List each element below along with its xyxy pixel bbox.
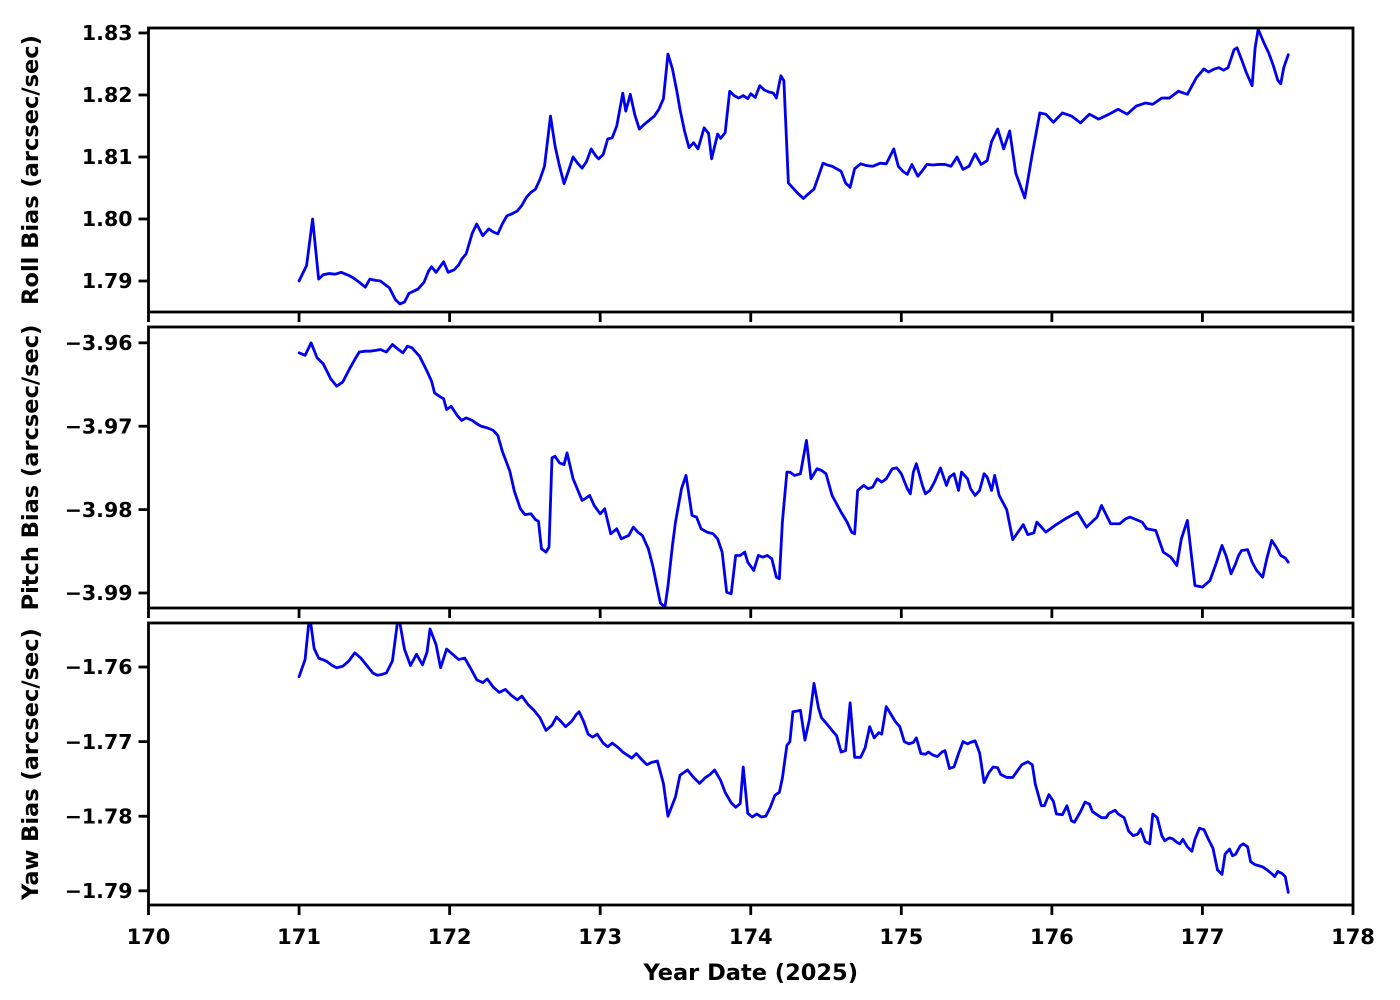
yaw-bias-ytick-label: −1.78 — [65, 804, 133, 828]
yaw-bias-ytick-label: −1.79 — [65, 879, 133, 903]
xtick-label: 178 — [1331, 925, 1375, 949]
pitch-bias-line — [297, 341, 1290, 608]
pitch-bias-ylabel: Pitch Bias (arcsec/sec) — [18, 325, 44, 611]
pitch-bias-ytick-label: −3.96 — [65, 331, 133, 355]
xtick-label: 176 — [1030, 925, 1074, 949]
xtick-label: 171 — [277, 925, 321, 949]
xtick-label: 170 — [127, 925, 171, 949]
roll-bias-ytick-label: 1.79 — [82, 269, 133, 293]
yaw-bias-ytick-label: −1.76 — [65, 655, 133, 679]
roll-bias-ytick-label: 1.81 — [82, 145, 133, 169]
pitch-bias-ytick-label: −3.98 — [65, 498, 133, 522]
xtick-label: 174 — [729, 925, 773, 949]
yaw-bias-line — [297, 623, 1290, 894]
xtick-label: 177 — [1181, 925, 1225, 949]
xlabel: Year Date (2025) — [643, 960, 859, 986]
roll-bias-line — [297, 28, 1290, 306]
yaw-bias-ylabel: Yaw Bias (arcsec/sec) — [18, 628, 44, 901]
panel-roll-bias: 1.79 1.80 1.81 1.82 1.83 Roll Bias (arcsec/se… — [18, 21, 1355, 322]
yaw-bias-ytick-label: −1.77 — [65, 730, 133, 754]
panel-yaw-bias: −1.79 −1.78 −1.77 −1.76 Yaw Bias (arcsec/sec… — [18, 621, 1375, 986]
xtick-label: 173 — [578, 925, 622, 949]
roll-bias-ytick-label: 1.80 — [82, 207, 133, 231]
xtick-label: 172 — [428, 925, 472, 949]
xtick-label: 175 — [879, 925, 923, 949]
panel-pitch-bias: −3.99 −3.98 −3.97 −3.96 Pitch Bias (arcsec/s… — [18, 325, 1355, 618]
roll-bias-ylabel: Roll Bias (arcsec/sec) — [18, 35, 44, 305]
pitch-bias-ytick-label: −3.97 — [65, 414, 133, 438]
pitch-bias-ytick-label: −3.99 — [65, 581, 133, 605]
roll-bias-ytick-label: 1.82 — [82, 83, 133, 107]
roll-bias-ytick-label: 1.83 — [82, 21, 133, 45]
